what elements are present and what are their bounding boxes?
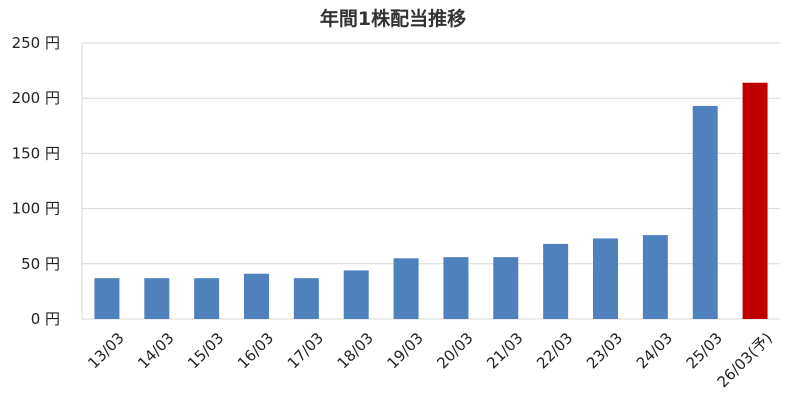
bar [144, 278, 170, 319]
x-axis-ticks: 13/03 14/03 15/03 16/03 17/03 18/03 19/03 20/03… [84, 329, 775, 391]
x-tick-label: 22/03 [533, 329, 576, 372]
y-tick-label: 250 円 [12, 34, 60, 52]
y-tick-label: 200 円 [12, 89, 60, 107]
x-tick-label: 23/03 [583, 329, 626, 372]
bar [493, 257, 519, 319]
gridlines [81, 42, 780, 320]
y-tick-label: 50 円 [21, 255, 60, 273]
x-tick-label: 26/03(予) [714, 329, 776, 391]
x-tick-label: 20/03 [433, 329, 476, 372]
bar [293, 278, 319, 319]
x-tick-label: 14/03 [134, 329, 177, 372]
x-tick-label: 21/03 [483, 329, 526, 372]
bar [194, 278, 220, 319]
bar [692, 105, 718, 319]
bar [443, 257, 469, 319]
bar [543, 243, 569, 319]
y-axis-ticks: 0 円 50 円 100 円 150 円 200 円 250 円 [12, 34, 60, 328]
x-tick-label: 13/03 [84, 329, 127, 372]
x-tick-label: 17/03 [284, 329, 327, 372]
bar [393, 258, 419, 319]
x-tick-label: 18/03 [334, 329, 377, 372]
bar [94, 278, 120, 319]
x-tick-label: 19/03 [384, 329, 427, 372]
y-tick-label: 0 円 [31, 310, 60, 328]
forecast-bar [742, 82, 768, 319]
x-tick-label: 25/03 [683, 329, 726, 372]
bar [343, 270, 369, 319]
y-tick-label: 100 円 [12, 200, 60, 218]
x-tick-label: 24/03 [633, 329, 676, 372]
bar [642, 235, 668, 319]
x-tick-label: 16/03 [234, 329, 277, 372]
y-tick-label: 150 円 [12, 144, 60, 162]
bar [593, 238, 618, 319]
bar [244, 273, 269, 319]
bars [94, 82, 768, 319]
x-tick-label: 15/03 [184, 329, 227, 372]
chart-title: 年間1株配当推移 [320, 7, 466, 30]
